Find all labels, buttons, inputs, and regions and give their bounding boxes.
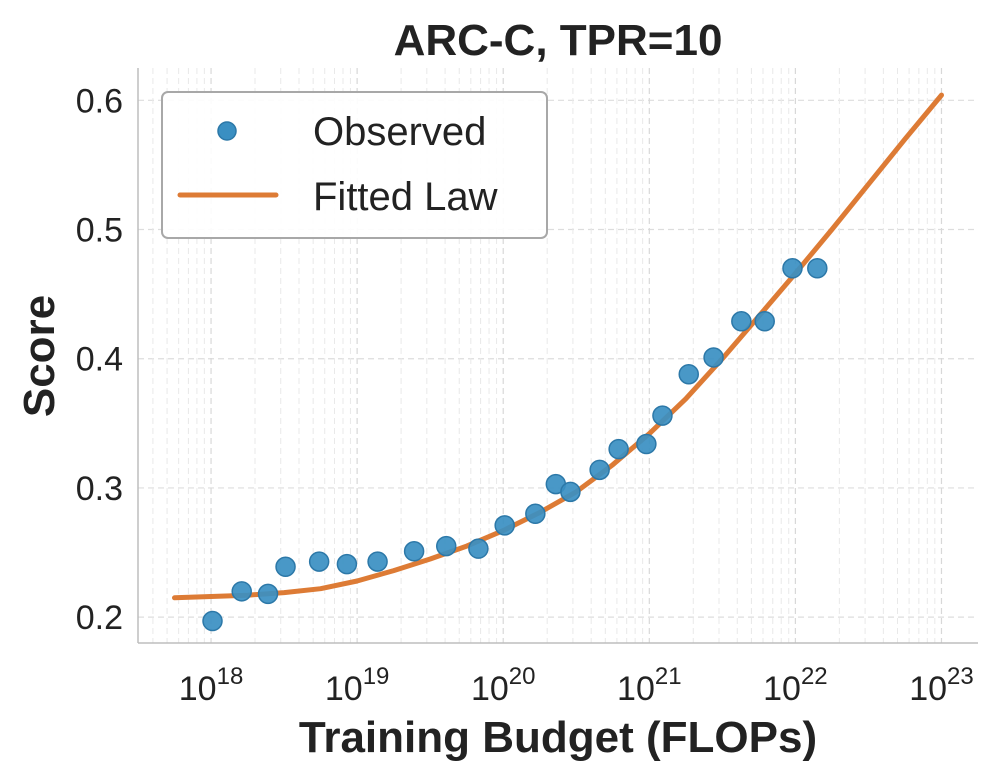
x-tick-label: 1019 xyxy=(325,663,390,708)
y-tick-label: 0.5 xyxy=(76,212,123,250)
observed-point xyxy=(525,503,546,525)
observed-point xyxy=(678,363,699,385)
x-tick-label: 1018 xyxy=(179,663,244,708)
legend: Observed Fitted Law xyxy=(161,91,548,239)
observed-point xyxy=(308,551,330,572)
observed-point xyxy=(703,347,724,368)
observed-point xyxy=(782,258,803,279)
observed-point xyxy=(731,311,752,332)
observed-series xyxy=(202,258,828,632)
observed-point xyxy=(468,538,489,559)
x-axis-label: Training Budget (FLOPs) xyxy=(299,713,817,762)
observed-point xyxy=(494,515,515,536)
observed-point xyxy=(231,581,252,602)
legend-observed-label: Observed xyxy=(313,110,486,154)
observed-point xyxy=(336,553,358,575)
observed-point xyxy=(754,311,775,332)
x-tick-labels: 1018 1019 1020 1021 1022 1023 xyxy=(179,663,974,708)
y-tick-labels: 0.2 0.3 0.4 0.5 0.6 xyxy=(76,82,123,637)
observed-point xyxy=(367,551,388,572)
fitted-law-series xyxy=(172,92,944,601)
fitted-law-line xyxy=(172,92,944,601)
chart-title: ARC-C, TPR=10 xyxy=(394,16,723,65)
observed-point xyxy=(275,556,296,578)
legend-fitted-label: Fitted Law xyxy=(313,175,498,219)
y-tick-label: 0.2 xyxy=(76,599,123,637)
legend-box xyxy=(161,91,548,239)
x-tick-label: 1021 xyxy=(617,663,682,708)
observed-point xyxy=(636,433,657,455)
x-tick-label: 1023 xyxy=(909,663,974,708)
y-tick-label: 0.6 xyxy=(76,82,123,120)
y-tick-label: 0.3 xyxy=(76,470,123,508)
observed-point xyxy=(403,541,425,562)
y-axis-label: Score xyxy=(15,295,64,417)
observed-point xyxy=(589,459,610,481)
observed-point xyxy=(652,405,673,426)
observed-point xyxy=(202,610,223,632)
observed-point xyxy=(435,535,457,557)
observed-point xyxy=(560,481,581,503)
x-tick-label: 1020 xyxy=(471,663,536,708)
x-tick-label: 1022 xyxy=(763,663,828,708)
observed-point xyxy=(608,438,629,460)
observed-point xyxy=(807,258,828,279)
observed-point xyxy=(257,583,279,605)
legend-observed-marker xyxy=(217,121,237,141)
y-tick-label: 0.4 xyxy=(76,341,123,379)
